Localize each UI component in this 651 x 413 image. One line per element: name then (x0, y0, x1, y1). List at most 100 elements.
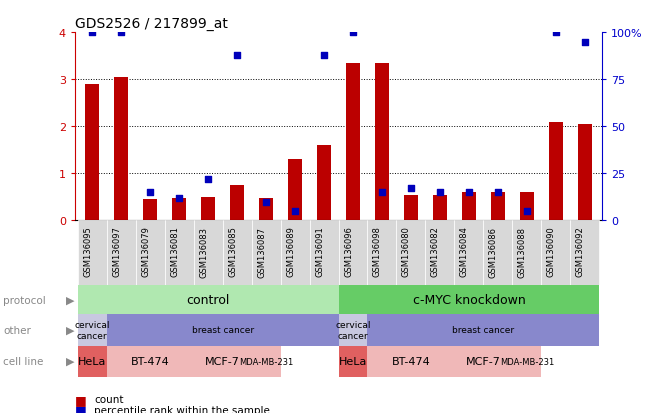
Text: GSM136086: GSM136086 (489, 226, 498, 277)
Text: GSM136097: GSM136097 (112, 226, 121, 277)
Bar (251, 346, 281, 377)
Bar (426, 221, 454, 285)
Bar (462, 193, 476, 221)
Bar (368, 346, 454, 377)
Text: breast cancer: breast cancer (452, 326, 514, 335)
Bar (143, 200, 158, 221)
Text: BT-474: BT-474 (131, 356, 169, 366)
Bar (512, 221, 542, 285)
Text: c-MYC knockdown: c-MYC knockdown (413, 293, 525, 306)
Text: breast cancer: breast cancer (191, 326, 254, 335)
Bar (201, 197, 215, 221)
Bar (484, 221, 512, 285)
Point (521, 208, 532, 215)
Text: GSM136090: GSM136090 (547, 226, 556, 277)
Bar (77, 285, 339, 315)
Bar (309, 221, 339, 285)
Text: HeLa: HeLa (339, 356, 367, 366)
Bar (288, 160, 302, 221)
Text: GSM136080: GSM136080 (402, 226, 411, 277)
Text: GSM136079: GSM136079 (141, 226, 150, 277)
Text: GSM136087: GSM136087 (257, 226, 266, 277)
Text: ▶: ▶ (66, 295, 75, 305)
Bar (107, 346, 193, 377)
Point (87, 30, 98, 36)
Bar (339, 285, 600, 315)
Point (435, 190, 445, 196)
Text: GSM136092: GSM136092 (575, 226, 585, 277)
Bar (339, 221, 368, 285)
Point (406, 186, 416, 192)
Bar (77, 221, 107, 285)
Text: ■: ■ (75, 403, 87, 413)
Text: cervical
cancer: cervical cancer (335, 320, 371, 340)
Text: other: other (3, 325, 31, 335)
Bar (491, 193, 505, 221)
Bar (114, 78, 128, 221)
Bar (454, 346, 512, 377)
Text: GSM136088: GSM136088 (518, 226, 527, 277)
Bar (77, 346, 107, 377)
Bar (193, 346, 251, 377)
Bar (251, 221, 281, 285)
Bar (230, 186, 244, 221)
Text: GSM136084: GSM136084 (460, 226, 469, 277)
Bar (85, 85, 100, 221)
Text: GSM136083: GSM136083 (199, 226, 208, 277)
Text: protocol: protocol (3, 295, 46, 305)
Text: BT-474: BT-474 (392, 356, 430, 366)
Point (377, 190, 387, 196)
Bar (172, 198, 186, 221)
Text: GSM136081: GSM136081 (170, 226, 179, 277)
Bar (577, 125, 592, 221)
Point (174, 195, 184, 202)
Bar (193, 221, 223, 285)
Text: cell line: cell line (3, 356, 44, 366)
Bar (317, 146, 331, 221)
Text: MDA-MB-231: MDA-MB-231 (500, 357, 554, 366)
Text: control: control (186, 293, 230, 306)
Point (203, 176, 214, 183)
Text: MCF-7: MCF-7 (466, 356, 501, 366)
Text: ▶: ▶ (66, 325, 75, 335)
Text: ▶: ▶ (66, 356, 75, 366)
Point (232, 52, 242, 59)
Point (145, 190, 156, 196)
Bar (519, 193, 534, 221)
Text: GSM136098: GSM136098 (373, 226, 382, 277)
Bar (375, 64, 389, 221)
Bar (368, 315, 600, 346)
Point (319, 52, 329, 59)
Point (464, 190, 474, 196)
Text: GSM136082: GSM136082 (431, 226, 440, 277)
Bar (512, 346, 542, 377)
Point (290, 208, 300, 215)
Point (551, 30, 561, 36)
Text: GSM136096: GSM136096 (344, 226, 353, 277)
Bar (223, 221, 251, 285)
Text: cervical
cancer: cervical cancer (74, 320, 110, 340)
Bar (259, 198, 273, 221)
Bar (135, 221, 165, 285)
Text: count: count (94, 394, 124, 404)
Bar (433, 195, 447, 221)
Bar (339, 315, 368, 346)
Point (493, 190, 503, 196)
Bar (339, 346, 368, 377)
Bar (404, 195, 418, 221)
Point (348, 30, 358, 36)
Bar (570, 221, 600, 285)
Text: GSM136095: GSM136095 (83, 226, 92, 277)
Text: GSM136091: GSM136091 (315, 226, 324, 277)
Bar (454, 221, 484, 285)
Bar (346, 64, 360, 221)
Text: GDS2526 / 217899_at: GDS2526 / 217899_at (75, 17, 228, 31)
Text: MDA-MB-231: MDA-MB-231 (239, 357, 293, 366)
Text: HeLa: HeLa (78, 356, 106, 366)
Bar (396, 221, 426, 285)
Text: GSM136089: GSM136089 (286, 226, 295, 277)
Bar (542, 221, 570, 285)
Bar (549, 122, 563, 221)
Bar (77, 315, 107, 346)
Bar (107, 315, 339, 346)
